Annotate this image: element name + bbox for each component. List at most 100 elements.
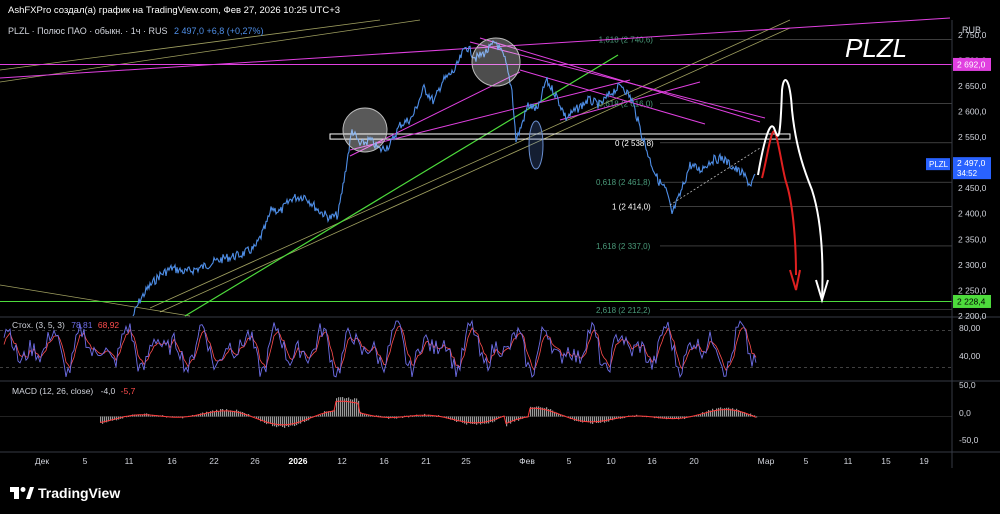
macd-histogram-bar: [300, 416, 302, 424]
macd-tick-0: 0,0: [959, 408, 971, 418]
magenta-trendline[interactable]: [479, 37, 761, 123]
annotation-circle[interactable]: [342, 107, 388, 153]
fib-level-label: -0,618 (2 616,0): [596, 99, 653, 108]
price-pane[interactable]: -1,618 (2 740,6) -0,618 (2 616,0) 0 (2 538…: [0, 17, 952, 317]
green-trendline[interactable]: [184, 54, 619, 317]
macd-histogram-bar: [702, 412, 704, 417]
macd-histogram-bar: [478, 416, 480, 424]
macd-histogram-bar: [366, 414, 368, 417]
macd-histogram-bar: [700, 414, 702, 417]
magenta-trendline[interactable]: [559, 81, 701, 121]
stochastic-pane[interactable]: [0, 319, 952, 379]
macd-histogram-bar: [500, 416, 502, 417]
macd-histogram-bar: [738, 410, 740, 417]
support-box[interactable]: [329, 133, 791, 140]
macd-histogram-bar: [664, 416, 666, 419]
macd-histogram-bar: [418, 416, 420, 417]
annotation-ellipse[interactable]: [528, 120, 544, 170]
macd-histogram-bar: [364, 414, 366, 417]
macd-label[interactable]: MACD (12, 26, close): [12, 386, 93, 396]
macd-histogram-bar: [412, 416, 414, 417]
stoch-label[interactable]: Стох. (3, 5, 3): [12, 320, 65, 330]
time-label: 16: [647, 456, 657, 466]
time-label: 22: [209, 456, 219, 466]
tradingview-logo[interactable]: TradingView: [10, 485, 120, 501]
macd-histogram-bar: [234, 410, 236, 417]
macd-histogram-bar: [354, 398, 356, 417]
arrow-down-icon: [789, 269, 801, 291]
macd-legend: MACD (12, 26, close) -4,0 -5,7: [12, 386, 136, 396]
macd-histogram-bar: [468, 416, 470, 424]
macd-histogram-bar: [334, 409, 336, 417]
macd-histogram-bar: [610, 416, 612, 421]
macd-histogram-bar: [240, 411, 242, 417]
macd-histogram-bar: [724, 408, 726, 417]
macd-histogram-bar: [368, 415, 370, 417]
macd-histogram-bar: [270, 416, 272, 424]
macd-histogram-bar: [172, 416, 174, 417]
macd-histogram-bar: [712, 408, 714, 417]
magenta-trendline[interactable]: [0, 17, 951, 79]
macd-histogram-bar: [734, 409, 736, 417]
price-tick: 2 750,0: [958, 30, 987, 40]
macd-histogram-bar: [466, 416, 468, 425]
macd-histogram-bar: [484, 416, 486, 424]
price-line[interactable]: [132, 40, 756, 317]
macd-histogram-bar: [114, 416, 116, 420]
alternate-forecast-path[interactable]: [757, 78, 824, 301]
macd-histogram-bar: [348, 397, 350, 417]
macd-histogram-bar: [212, 410, 214, 417]
channel-line[interactable]: [149, 19, 791, 309]
tradingview-brand: TradingView: [38, 485, 120, 501]
macd-histogram-bar: [206, 411, 208, 417]
macd-histogram-bar: [754, 415, 756, 417]
channel-line[interactable]: [0, 284, 191, 317]
price-tag-support: 2 228,4: [957, 296, 986, 306]
macd-histogram-bar: [220, 409, 222, 417]
time-label: 15: [881, 456, 891, 466]
macd-histogram-bar: [208, 412, 210, 417]
legend-symbol-desc[interactable]: PLZL · Полюс ПАО · обыкн. · 1ч · RUS: [8, 26, 167, 36]
macd-histogram-bar: [304, 416, 306, 423]
macd-histogram-bar: [218, 411, 220, 417]
macd-histogram-bar: [456, 416, 458, 423]
stoch-k-line[interactable]: [3, 319, 757, 379]
macd-histogram-bar: [140, 415, 142, 417]
currency-label[interactable]: RUB: [962, 25, 981, 35]
stoch-d-line[interactable]: [3, 325, 757, 372]
macd-histogram-bar: [372, 416, 374, 417]
macd-histogram-bar: [532, 407, 534, 417]
macd-histogram-bar: [356, 398, 358, 417]
macd-histogram-bar: [276, 416, 278, 428]
macd-signal-line[interactable]: [99, 400, 757, 426]
annotation-circle[interactable]: [471, 37, 521, 87]
macd-pane[interactable]: [0, 397, 952, 428]
time-label: 16: [379, 456, 389, 466]
magenta-trendline[interactable]: [519, 69, 706, 125]
macd-histogram-bar: [534, 407, 536, 417]
fib-level-label: 2,618 (2 212,2): [596, 306, 651, 315]
macd-histogram-bar: [680, 416, 682, 419]
macd-histogram-bar: [604, 416, 606, 423]
measure-dashed-line[interactable]: [669, 147, 761, 206]
channel-line[interactable]: [159, 27, 791, 313]
price-tick: 2 450,0: [958, 183, 987, 193]
macd-histogram-bar: [108, 416, 110, 422]
stoch-tick-40: 40,00: [959, 351, 981, 361]
magenta-trendline[interactable]: [349, 79, 631, 151]
macd-histogram-bar: [302, 416, 304, 422]
time-axis[interactable]: Дек 5 11 16 22 26 2026 12 16 21 25 Фев 5 10 16 20 Мар 5 11…: [35, 456, 929, 466]
macd-histogram-bar: [200, 413, 202, 417]
bearish-forecast-path[interactable]: [761, 130, 797, 276]
price-tick: 2 400,0: [958, 209, 987, 219]
price-axis[interactable]: 2 750,02 700,02 650,02 600,02 550,02 500…: [926, 30, 991, 321]
current-price-countdown: 34:52: [957, 169, 978, 178]
channel-line[interactable]: [0, 19, 421, 83]
symbol-tag-bg: [926, 158, 950, 171]
channel-line[interactable]: [0, 19, 381, 71]
macd-histogram-bar: [306, 416, 308, 421]
macd-histogram-bar: [204, 413, 206, 417]
macd-histogram-bar: [258, 416, 260, 419]
macd-histogram-bar: [756, 416, 758, 418]
